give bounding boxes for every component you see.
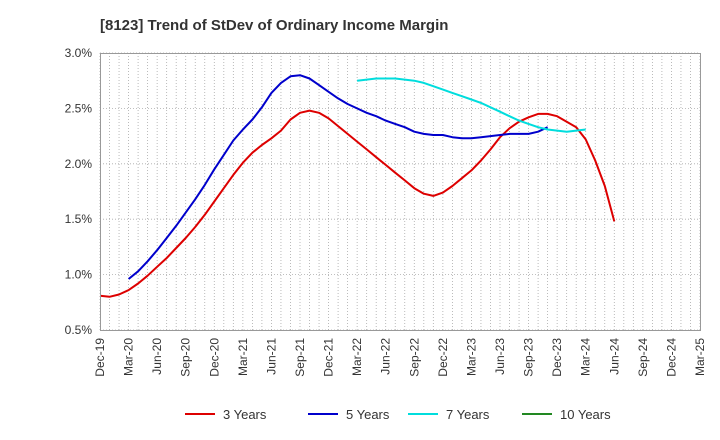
series-line-5-years [127, 74, 549, 280]
x-tick-label: Mar-23 [464, 338, 478, 376]
x-tick-label: Mar-24 [579, 338, 593, 376]
x-tick-label: Sep-22 [407, 338, 421, 377]
legend-label: 7 Years [446, 407, 490, 422]
legend: 3 Years 5 Years 7 Years 10 Years [185, 407, 611, 422]
x-axis: Dec-19 Mar-20 Jun-20 Sep-20 Dec-20 Mar-21 Jun-… [93, 338, 707, 377]
plot-lines [99, 74, 616, 298]
y-tick-label: 2.5% [65, 101, 93, 115]
legend-label: 5 Years [346, 407, 390, 422]
x-tick-label: Sep-20 [179, 338, 193, 377]
y-tick-label: 3.0% [65, 46, 93, 60]
x-tick-label: Mar-22 [350, 338, 364, 376]
x-tick-label: Sep-24 [636, 338, 650, 377]
y-tick-label: 2.0% [65, 157, 93, 171]
series-line-7-years [356, 77, 586, 133]
x-tick-label: Mar-21 [236, 338, 250, 376]
x-tick-label: Sep-23 [522, 338, 536, 377]
x-tick-label: Dec-21 [322, 338, 336, 377]
y-tick-label: 1.0% [65, 268, 93, 282]
series-line-3-years [99, 109, 616, 298]
x-tick-label: Dec-23 [550, 338, 564, 377]
y-tick-label: 0.5% [65, 323, 93, 337]
grid [99, 52, 701, 331]
x-tick-label: Jun-24 [607, 338, 621, 375]
x-tick-label: Jun-20 [150, 338, 164, 375]
y-tick-label: 1.5% [65, 212, 93, 226]
x-tick-label: Jun-23 [493, 338, 507, 375]
x-tick-label: Dec-19 [93, 338, 107, 377]
x-tick-label: Mar-25 [693, 338, 707, 376]
plot-frame [100, 53, 701, 331]
x-tick-label: Jun-21 [264, 338, 278, 375]
x-tick-label: Dec-20 [207, 338, 221, 377]
chart-title: [8123] Trend of StDev of Ordinary Income… [100, 17, 448, 34]
x-tick-label: Mar-20 [122, 338, 136, 376]
x-tick-label: Dec-22 [436, 338, 450, 377]
legend-label: 3 Years [223, 407, 267, 422]
x-tick-label: Jun-22 [379, 338, 393, 375]
y-axis: 0.5% 1.0% 1.5% 2.0% 2.5% 3.0% [65, 46, 93, 337]
x-tick-label: Dec-24 [664, 338, 678, 377]
x-tick-label: Sep-21 [293, 338, 307, 377]
legend-label: 10 Years [560, 407, 611, 422]
